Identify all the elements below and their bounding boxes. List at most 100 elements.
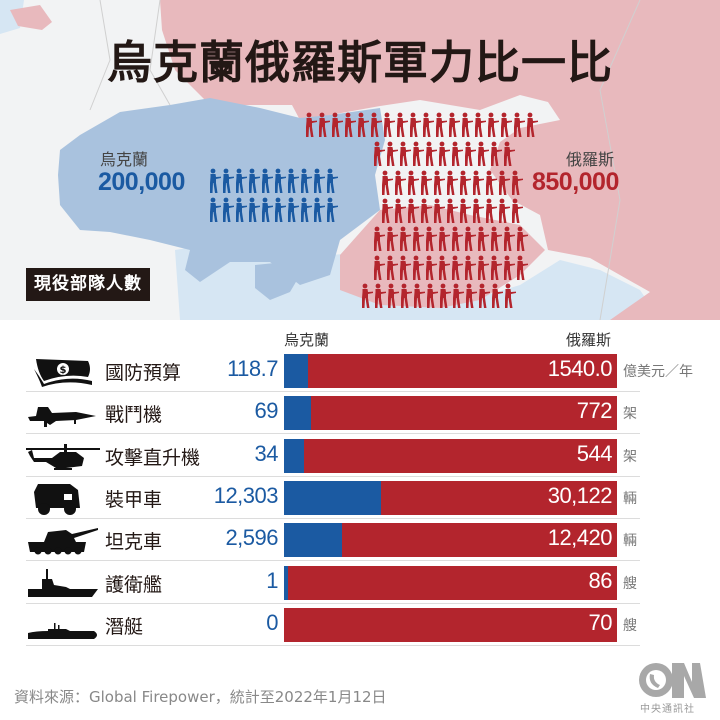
soldier-icon xyxy=(304,112,317,139)
russia-value: 1540.0 xyxy=(547,356,613,381)
page-title: 烏克蘭俄羅斯軍力比一比 xyxy=(106,36,613,89)
soldier-icon xyxy=(385,226,398,253)
soldier-icon xyxy=(463,141,476,168)
soldier-icon xyxy=(398,255,411,282)
soldier-icon xyxy=(419,198,432,225)
soldier-row xyxy=(372,226,528,253)
soldier-icon xyxy=(234,197,247,224)
soldier-row xyxy=(304,112,538,139)
soldier-row xyxy=(372,255,528,282)
ukraine-value: 2,596 xyxy=(225,525,278,551)
ukraine-troops-value: 200,000 xyxy=(98,168,185,196)
soldier-icon xyxy=(471,198,484,225)
category-label: 攻擊直升機 xyxy=(105,446,201,469)
soldier-icon xyxy=(458,170,471,197)
soldier-icon xyxy=(445,170,458,197)
table-row: 戰鬥機 69 772 架 xyxy=(26,392,640,435)
soldier-icon xyxy=(515,255,528,282)
soldier-icon xyxy=(489,226,502,253)
soldier-icon xyxy=(395,112,408,139)
ukraine-bar-segment xyxy=(284,354,308,388)
soldier-icon xyxy=(373,283,386,310)
russia-value: 544 xyxy=(576,440,613,466)
soldier-icon xyxy=(317,112,330,139)
soldier-icon xyxy=(463,255,476,282)
soldier-icon xyxy=(411,226,424,253)
soldier-icon xyxy=(502,226,515,253)
russia-value: 30,122 xyxy=(547,482,613,508)
soldier-icon xyxy=(438,283,451,310)
soldier-icon xyxy=(424,141,437,168)
soldier-icon xyxy=(510,170,523,197)
russia-value: 772 xyxy=(576,398,613,424)
soldier-icon xyxy=(260,168,273,195)
soldier-icon xyxy=(386,283,399,310)
soldier-row xyxy=(372,141,515,168)
ukraine-value: 69 xyxy=(254,398,279,424)
table-row: 攻擊直升機 34 544 架 xyxy=(26,435,640,477)
soldier-icon xyxy=(330,112,343,139)
soldier-icon xyxy=(299,168,312,195)
ukraine-bar-segment xyxy=(284,523,342,558)
soldier-icon xyxy=(463,226,476,253)
money-icon: $ xyxy=(26,355,100,389)
table-row: 坦克車 2,596 12,420 輛 xyxy=(26,519,640,562)
soldier-icon xyxy=(406,170,419,197)
russia-value: 86 xyxy=(588,567,613,593)
cna-logo-icon xyxy=(639,663,706,698)
soldier-icon xyxy=(432,170,445,197)
soldier-icon xyxy=(286,197,299,224)
soldier-icon xyxy=(273,168,286,195)
soldier-icon xyxy=(437,255,450,282)
comparison-bar xyxy=(284,607,617,642)
soldier-icon xyxy=(450,141,463,168)
category-label: 潛艇 xyxy=(105,615,144,638)
ukraine-bar-segment xyxy=(284,565,288,600)
table-row: $ 國防預算 118.7 1540.0 億美元／年 xyxy=(26,350,693,392)
table-row: 潛艇 0 70 艘 xyxy=(26,604,640,646)
soldier-icon xyxy=(497,170,510,197)
soldier-icon xyxy=(515,226,528,253)
soldier-icon xyxy=(343,112,356,139)
column-header-ukraine: 烏克蘭 xyxy=(284,331,330,349)
fighter-jet-icon xyxy=(26,397,100,431)
ukraine-bar-segment xyxy=(284,396,312,431)
soldier-icon xyxy=(399,283,412,310)
ukraine-bar-segment xyxy=(284,480,381,515)
soldier-icon xyxy=(411,141,424,168)
soldier-icon xyxy=(398,226,411,253)
soldier-icon xyxy=(385,141,398,168)
soldier-icon xyxy=(312,168,325,195)
soldier-icon xyxy=(434,112,447,139)
unit-label: 架 xyxy=(623,448,637,465)
soldier-icon xyxy=(424,255,437,282)
soldier-icon xyxy=(221,168,234,195)
soldier-icon xyxy=(408,112,421,139)
unit-label: 艘 xyxy=(623,617,637,634)
cna-logo-text: 中央通訊社 xyxy=(640,704,695,715)
soldier-icon xyxy=(484,170,497,197)
soldier-icon xyxy=(393,170,406,197)
soldier-icon xyxy=(312,197,325,224)
soldier-icon xyxy=(382,112,395,139)
ukraine-value: 1 xyxy=(266,567,278,593)
soldier-icon xyxy=(369,112,382,139)
soldier-icon xyxy=(356,112,369,139)
soldier-icon xyxy=(419,170,432,197)
soldier-icon xyxy=(497,198,510,225)
soldier-row xyxy=(380,170,523,197)
category-label: 國防預算 xyxy=(105,362,182,384)
soldier-icon xyxy=(425,283,438,310)
soldier-icon xyxy=(273,197,286,224)
soldier-icon xyxy=(445,198,458,225)
soldier-icon xyxy=(411,255,424,282)
table-row: 護衛艦 1 86 艘 xyxy=(26,562,640,604)
comparison-bar xyxy=(284,565,617,600)
ukraine-value: 34 xyxy=(254,440,279,466)
soldier-icon xyxy=(447,112,460,139)
soldier-icon xyxy=(437,226,450,253)
table-row: 裝甲車 12,303 30,122 輛 xyxy=(26,477,640,519)
soldier-icon xyxy=(372,255,385,282)
comparison-bar xyxy=(284,438,617,473)
comparison-bar xyxy=(284,354,617,388)
